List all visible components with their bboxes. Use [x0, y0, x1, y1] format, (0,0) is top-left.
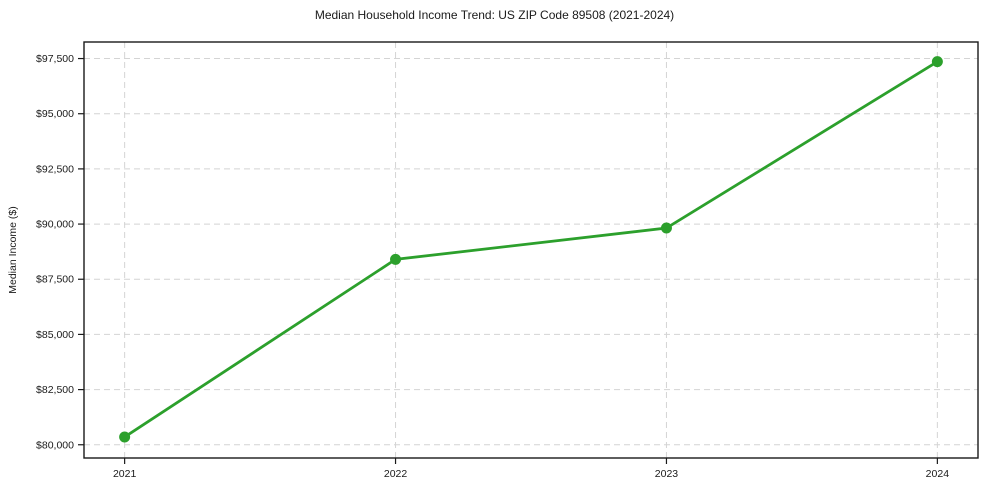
gridlines: [84, 42, 978, 458]
chart-title: Median Household Income Trend: US ZIP Co…: [314, 8, 675, 22]
data-point: [931, 56, 943, 68]
axes-frame: [83, 41, 979, 459]
y-axis-ticks: $80,000 $82,500 $85,000 $87,500 $90,000 $92,5…: [36, 53, 84, 451]
x-tick-label: 2021: [113, 468, 137, 480]
y-tick-label: $95,000: [36, 108, 74, 120]
y-tick-label: $85,000: [36, 329, 74, 341]
x-axis-ticks: 2021 2022 2023 2024: [113, 458, 949, 480]
y-tick-label: $87,500: [36, 274, 74, 286]
y-tick-label: $97,500: [36, 53, 74, 65]
x-tick-label: 2022: [384, 468, 408, 480]
data-point: [390, 253, 402, 265]
x-tick-label: 2023: [655, 468, 679, 480]
data-points: [119, 56, 943, 443]
y-tick-label: $82,500: [36, 384, 74, 396]
x-tick-label: 2024: [926, 468, 950, 480]
data-line: [123, 60, 939, 439]
data-point: [119, 431, 131, 443]
data-point: [660, 222, 672, 234]
y-tick-label: $92,500: [36, 163, 74, 175]
y-tick-label: $90,000: [36, 219, 74, 231]
y-tick-label: $80,000: [36, 439, 74, 451]
